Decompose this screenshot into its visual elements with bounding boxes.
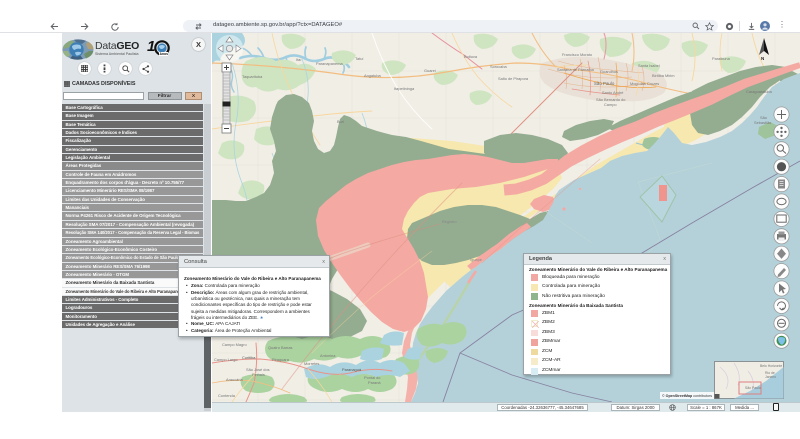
svg-text:Morretes: Morretes (304, 361, 319, 366)
svg-text:Santo André: Santo André (602, 90, 623, 95)
svg-text:Taquarituba: Taquarituba (242, 74, 263, 79)
svg-text:Itaí: Itaí (296, 57, 302, 62)
svg-text:São Paulo: São Paulo (594, 81, 615, 86)
svg-text:Sebastião: Sebastião (754, 120, 771, 125)
svg-text:Campo Magro: Campo Magro (222, 342, 247, 347)
svg-text:Quatro Barras: Quatro Barras (268, 345, 292, 350)
svg-text:Araucária: Araucária (226, 377, 243, 382)
svg-text:Janeiro: Janeiro (765, 375, 776, 379)
svg-text:Antonina: Antonina (320, 353, 336, 358)
svg-text:Guareí: Guareí (424, 68, 437, 73)
svg-text:Guarulhos: Guarulhos (600, 69, 618, 74)
svg-text:Paranapanema: Paranapanema (316, 61, 343, 66)
svg-text:Iguape: Iguape (470, 257, 482, 262)
svg-text:Paraná: Paraná (368, 380, 381, 385)
svg-text:Francisco Morato: Francisco Morato (562, 52, 592, 57)
svg-text:Buri: Buri (337, 119, 344, 124)
svg-text:© OpenStreetMap contributors: © OpenStreetMap contributors (662, 394, 712, 398)
svg-text:Pontal do: Pontal do (364, 375, 380, 380)
svg-text:Contenda: Contenda (218, 393, 236, 398)
svg-text:São Paulo: São Paulo (745, 386, 761, 390)
svg-text:Caraguatatuba: Caraguatatuba (746, 89, 773, 94)
svg-text:Mogi das Cruzes: Mogi das Cruzes (630, 81, 659, 86)
svg-text:Boituva: Boituva (464, 54, 478, 59)
svg-text:Paraibuna: Paraibuna (712, 56, 731, 61)
svg-text:Registro: Registro (442, 219, 457, 224)
svg-text:São: São (760, 115, 767, 120)
svg-text:Santa Isabel: Santa Isabel (638, 63, 660, 68)
svg-text:Paranaguá: Paranaguá (342, 367, 362, 372)
svg-text:São Bernardo do: São Bernardo do (596, 97, 625, 102)
svg-text:Itapetininga: Itapetininga (394, 86, 415, 91)
svg-text:Angatuba: Angatuba (364, 73, 381, 78)
svg-text:Rio de: Rio de (765, 371, 775, 375)
svg-text:Belo Horizonte: Belo Horizonte (760, 364, 782, 368)
svg-text:Biritiba Mirim: Biritiba Mirim (652, 73, 674, 78)
svg-text:Salto de Pirapora: Salto de Pirapora (498, 76, 529, 81)
svg-text:Campo: Campo (604, 102, 617, 107)
svg-text:Sorocaba: Sorocaba (490, 64, 507, 69)
svg-text:Campo Largo: Campo Largo (214, 357, 238, 362)
svg-text:Curitiba: Curitiba (242, 355, 256, 360)
svg-text:N: N (761, 56, 764, 61)
svg-text:Tatuí: Tatuí (355, 56, 364, 61)
svg-text:Pinhais: Pinhais (252, 372, 265, 377)
svg-text:São José dos: São José dos (246, 367, 270, 372)
svg-text:Santana de Parnaíba: Santana de Parnaíba (557, 67, 595, 72)
svg-text:Piraquara: Piraquara (272, 357, 290, 362)
